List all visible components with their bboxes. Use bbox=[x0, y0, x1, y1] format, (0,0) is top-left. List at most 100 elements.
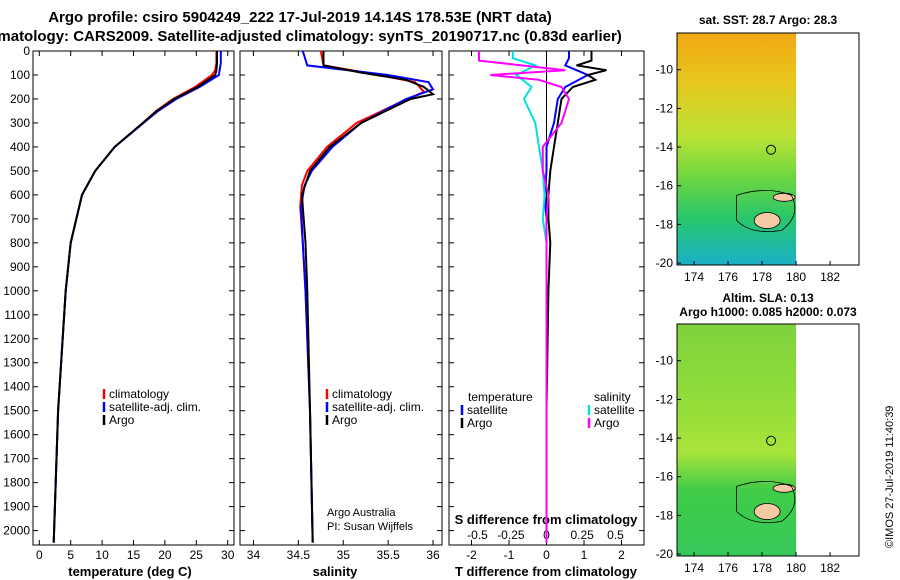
t-difference-xlabel: T difference from climatology bbox=[455, 564, 638, 579]
y-tick-label: 300 bbox=[10, 116, 30, 130]
map-field bbox=[677, 324, 797, 556]
s-tick-label: 0.25 bbox=[570, 528, 594, 542]
x-tick-label: 0 bbox=[36, 548, 43, 562]
map-frame bbox=[676, 323, 860, 557]
y-tick-label: 900 bbox=[10, 260, 30, 274]
float-position-marker bbox=[766, 144, 777, 155]
lat-tick-label: -20 bbox=[656, 256, 674, 270]
lon-tick-label: 178 bbox=[752, 561, 772, 575]
series-argo bbox=[300, 51, 436, 543]
map-title: sat. SST: 28.7 Argo: 28.3 bbox=[699, 13, 838, 27]
s-tick-label: -0.25 bbox=[497, 528, 525, 542]
legend-label: satellite bbox=[467, 403, 508, 417]
island-viti-levu bbox=[753, 212, 781, 229]
lon-tick-label: 180 bbox=[786, 561, 806, 575]
island-vanua-levu bbox=[772, 483, 796, 493]
temperature-plot-frame bbox=[32, 50, 235, 546]
y-tick-label: 600 bbox=[10, 188, 30, 202]
map-frame bbox=[676, 32, 860, 266]
x-tick-label: 0 bbox=[543, 548, 550, 562]
y-tick-label: 1900 bbox=[3, 500, 30, 514]
y-tick-label: 400 bbox=[10, 140, 30, 154]
lat-tick-label: -14 bbox=[656, 140, 674, 154]
lon-tick-label: 174 bbox=[684, 270, 704, 284]
credit-line1: Argo Australia bbox=[327, 507, 396, 519]
y-tick-label: 1800 bbox=[3, 476, 30, 490]
lon-tick-label: 180 bbox=[786, 270, 806, 284]
map-subtitle: Argo h1000: 0.085 h2000: 0.073 bbox=[679, 305, 857, 319]
lat-tick-label: -10 bbox=[656, 354, 674, 368]
x-tick-label: 1 bbox=[581, 548, 588, 562]
x-tick-label: 35 bbox=[337, 548, 351, 562]
maps-group: 174 176 178 180 182 -10 -12 -14 -16 -18 -20 sat. SS… bbox=[656, 13, 860, 575]
legend-label: climatology bbox=[109, 387, 169, 401]
legend-label: Argo bbox=[594, 416, 620, 430]
lat-tick-label: -12 bbox=[656, 392, 674, 406]
title-line2: Climatology: CARS2009. Satellite-adjuste… bbox=[0, 28, 622, 45]
legend-salinity-header: salinity bbox=[594, 390, 631, 404]
reef-outline bbox=[736, 190, 796, 233]
salinity-panel: salinity Argo Australia PI: Susan Wijffe… bbox=[239, 50, 443, 579]
x-tick-label: 30 bbox=[221, 548, 235, 562]
x-tick-label: 10 bbox=[95, 548, 109, 562]
map-title: Altim. SLA: 0.13 bbox=[722, 291, 814, 305]
x-tick-label: 20 bbox=[158, 548, 172, 562]
series-satellite-adj-clim- bbox=[299, 50, 435, 543]
lon-tick-label: 182 bbox=[820, 270, 840, 284]
lat-tick-label: -20 bbox=[656, 547, 674, 561]
x-tick-label: 34 bbox=[247, 548, 261, 562]
x-tick-label: 36 bbox=[426, 548, 440, 562]
map-sla: 174 176 178 180 182 -10 -12 -14 -16 -18 -20 Altim. … bbox=[656, 291, 860, 575]
s-tick-label: -0.5 bbox=[467, 528, 488, 542]
float-position-marker bbox=[766, 435, 777, 446]
legend-label: Argo bbox=[109, 413, 135, 427]
salinity-plot-frame bbox=[239, 50, 443, 546]
y-tick-label: 800 bbox=[10, 236, 30, 250]
y-tick-label: 100 bbox=[10, 68, 30, 82]
lon-tick-label: 182 bbox=[820, 561, 840, 575]
temperature-xlabel: temperature (deg C) bbox=[68, 564, 192, 579]
series-temperature-argo bbox=[545, 51, 607, 543]
lat-tick-label: -14 bbox=[656, 431, 674, 445]
y-tick-label: 200 bbox=[10, 92, 30, 106]
lat-tick-label: -16 bbox=[656, 179, 674, 193]
map-sst: 174 176 178 180 182 -10 -12 -14 -16 -18 -20 sat. SS… bbox=[656, 13, 860, 284]
x-tick-label: 35.5 bbox=[376, 548, 400, 562]
y-tick-label: 1200 bbox=[3, 332, 30, 346]
credit-line2: PI: Susan Wijffels bbox=[327, 521, 413, 533]
x-tick-label: -1 bbox=[504, 548, 515, 562]
legend-temperature-header: temperature bbox=[468, 390, 533, 404]
y-tick-label: 1400 bbox=[3, 380, 30, 394]
legend-label: Argo bbox=[467, 416, 493, 430]
lat-tick-label: -12 bbox=[656, 101, 674, 115]
y-tick-label: 1500 bbox=[3, 404, 30, 418]
y-tick-label: 500 bbox=[10, 164, 30, 178]
s-tick-label: 0.5 bbox=[607, 528, 624, 542]
footer-timestamp: ©IMOS 27-Jul-2019 11:40:39 bbox=[884, 406, 896, 548]
x-tick-label: 34.5 bbox=[287, 548, 311, 562]
lat-tick-label: -18 bbox=[656, 217, 674, 231]
y-tick-label: 1700 bbox=[3, 452, 30, 466]
lat-tick-label: -16 bbox=[656, 470, 674, 484]
y-tick-label: 700 bbox=[10, 212, 30, 226]
x-tick-label: -2 bbox=[466, 548, 477, 562]
x-tick-label: 5 bbox=[67, 548, 74, 562]
difference-panel: T difference from climatology S differen… bbox=[448, 50, 645, 579]
lon-tick-label: 176 bbox=[718, 270, 738, 284]
lat-tick-label: -18 bbox=[656, 508, 674, 522]
island-vanua-levu bbox=[772, 192, 796, 202]
y-tick-label: 1300 bbox=[3, 356, 30, 370]
island-viti-levu bbox=[753, 503, 781, 520]
y-tick-label: 2000 bbox=[3, 524, 30, 538]
lon-tick-label: 176 bbox=[718, 561, 738, 575]
y-tick-label: 1600 bbox=[3, 428, 30, 442]
x-tick-label: 15 bbox=[127, 548, 141, 562]
map-field bbox=[677, 33, 797, 265]
lon-tick-label: 178 bbox=[752, 270, 772, 284]
series-salinity-argo bbox=[478, 51, 571, 543]
salinity-xlabel: salinity bbox=[313, 564, 359, 579]
legend-label: Argo bbox=[332, 413, 358, 427]
legend-label: satellite-adj. clim. bbox=[332, 400, 424, 414]
y-tick-label: 1100 bbox=[4, 308, 30, 322]
